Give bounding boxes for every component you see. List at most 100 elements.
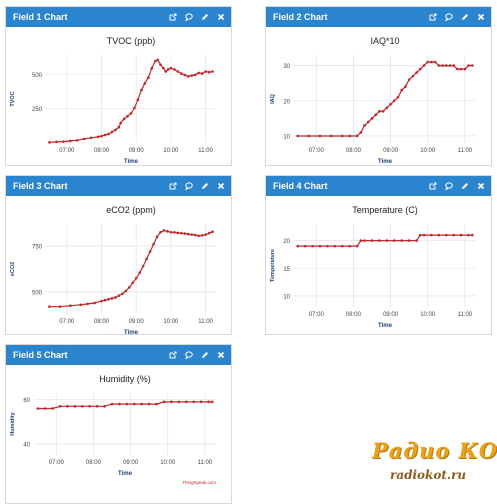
external-link-icon[interactable]	[428, 11, 437, 22]
chart-title: IAQ*10	[370, 36, 399, 46]
data-point	[333, 244, 337, 248]
x-tick-label: 11:00	[458, 148, 473, 154]
pencil-icon[interactable]	[460, 180, 469, 191]
x-axis-label: Time	[124, 330, 139, 334]
x-tick-label: 07:00	[59, 148, 75, 154]
data-point	[470, 233, 474, 237]
data-point	[296, 134, 300, 138]
comment-icon[interactable]	[444, 11, 453, 22]
x-tick-label: 10:00	[420, 148, 436, 154]
pencil-icon[interactable]	[200, 180, 209, 191]
data-point	[348, 244, 352, 248]
data-point	[411, 74, 415, 78]
data-point	[169, 66, 173, 70]
comment-icon[interactable]	[184, 180, 193, 191]
data-point	[89, 136, 93, 140]
data-point	[114, 296, 117, 299]
data-point	[418, 67, 422, 71]
data-point	[400, 88, 404, 92]
close-icon[interactable]	[216, 180, 225, 191]
data-point	[88, 404, 92, 408]
data-point	[363, 239, 366, 242]
comment-icon[interactable]	[444, 180, 453, 191]
data-point	[184, 400, 188, 404]
comment-icon[interactable]	[184, 349, 193, 360]
data-point	[159, 63, 162, 66]
y-axis-label: Temperature	[270, 249, 276, 282]
data-point	[207, 400, 210, 404]
data-point	[422, 233, 426, 237]
data-point	[86, 302, 89, 306]
comment-icon[interactable]	[184, 11, 193, 22]
data-point	[359, 239, 363, 242]
data-point	[55, 140, 58, 144]
x-tick-label: 07:00	[309, 312, 325, 318]
widget-body: 500 750 07:00 08:00 09:00 10:00 11:00 eCO2 (ppm…	[6, 196, 231, 334]
data-point	[107, 298, 110, 301]
pencil-icon[interactable]	[200, 349, 209, 360]
data-point	[197, 234, 200, 238]
pencil-icon[interactable]	[460, 11, 469, 22]
external-link-icon[interactable]	[168, 11, 177, 22]
data-point	[192, 400, 196, 404]
data-point	[430, 60, 433, 64]
data-point	[374, 113, 378, 117]
data-point	[389, 102, 392, 106]
close-icon[interactable]	[476, 11, 485, 22]
external-link-icon[interactable]	[428, 180, 437, 191]
data-point	[467, 233, 470, 237]
data-point	[392, 239, 396, 242]
data-point	[82, 137, 86, 141]
data-point	[162, 229, 166, 232]
y-tick-label: 20	[283, 99, 290, 105]
x-tick-label: 09:00	[123, 460, 139, 466]
data-point	[370, 239, 374, 242]
data-point	[170, 400, 173, 404]
data-point	[100, 134, 103, 138]
x-axis-label: Time	[118, 471, 133, 477]
data-point	[180, 231, 183, 235]
data-point	[48, 305, 51, 308]
data-point	[193, 233, 197, 237]
field-3-chart-widget: Field 3 Chart 500 750 07:00 08:00 09:00 10:00 1…	[5, 175, 232, 335]
data-point	[68, 139, 72, 143]
widget-header: Field 1 Chart	[6, 7, 231, 27]
data-point	[43, 407, 47, 410]
data-point	[124, 289, 128, 293]
data-point	[183, 73, 187, 77]
data-point	[132, 402, 136, 406]
y-tick-label: 15	[283, 267, 290, 273]
data-point	[200, 234, 204, 237]
data-point	[164, 70, 167, 73]
data-point	[207, 70, 211, 74]
data-point	[150, 66, 154, 70]
data-point	[176, 70, 180, 73]
data-point	[452, 233, 456, 237]
pencil-icon[interactable]	[200, 11, 209, 22]
data-point	[107, 132, 110, 136]
data-point	[141, 264, 145, 268]
widget-title: Field 4 Chart	[273, 181, 328, 191]
series-line	[49, 229, 213, 308]
y-tick-label: 10	[283, 134, 290, 140]
close-icon[interactable]	[476, 180, 485, 191]
data-point	[426, 60, 430, 64]
x-tick-label: 10:00	[163, 319, 179, 325]
widget-title: Field 1 Chart	[13, 12, 68, 22]
data-point	[134, 276, 138, 280]
data-point	[204, 70, 207, 73]
close-icon[interactable]	[216, 349, 225, 360]
x-tick-label: 08:00	[86, 460, 102, 466]
data-point	[452, 64, 456, 67]
data-point	[467, 64, 470, 67]
data-point	[444, 64, 448, 67]
data-point	[129, 112, 133, 115]
external-link-icon[interactable]	[168, 349, 177, 360]
data-point	[110, 402, 114, 406]
close-icon[interactable]	[216, 11, 225, 22]
data-point	[326, 244, 329, 248]
data-point	[307, 134, 311, 138]
data-point	[407, 78, 411, 81]
data-point	[138, 271, 141, 274]
external-link-icon[interactable]	[168, 180, 177, 191]
